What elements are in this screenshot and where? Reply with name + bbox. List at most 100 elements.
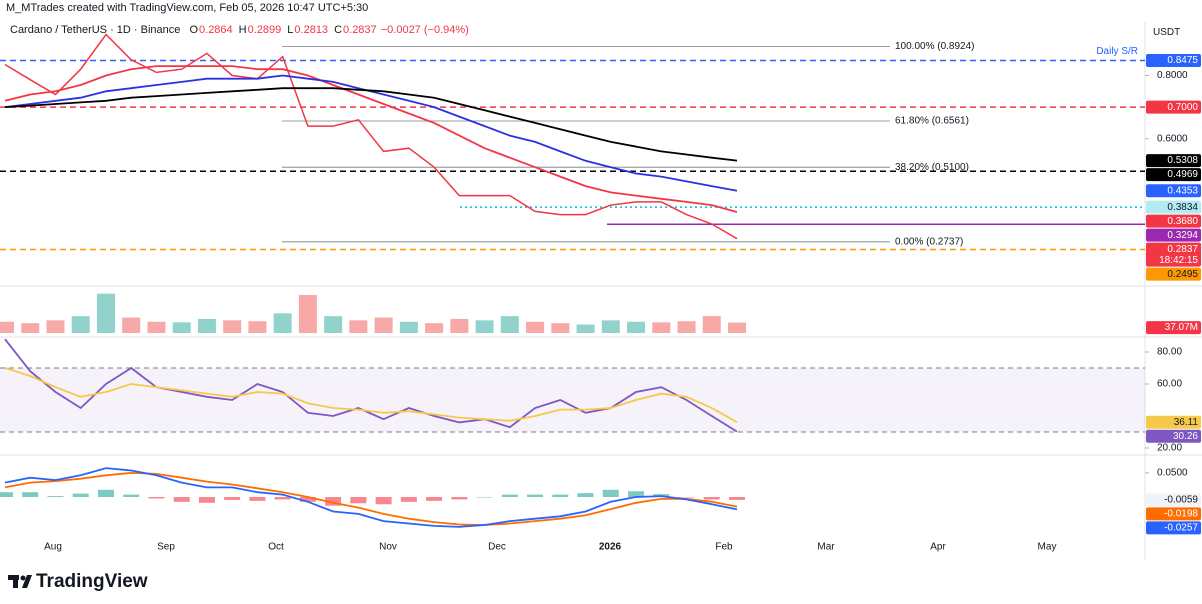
histogram-bar: [703, 497, 720, 500]
volume-bar: [728, 322, 746, 333]
histogram-bar: [678, 497, 695, 498]
last-value-badge-bg: [1146, 493, 1201, 507]
volume-bar: [526, 321, 545, 333]
volume-bar: [475, 320, 494, 333]
last-value-badge-bg: [1146, 521, 1201, 535]
price-badge-bg: [1146, 154, 1201, 168]
change: −0.0027 (−0.94%): [380, 24, 469, 36]
price-badge-bg: [1146, 214, 1201, 228]
last-value-badge-bg: [1146, 415, 1201, 429]
fib-label: 38.20% (0.5100): [895, 162, 969, 173]
histogram-bar: [451, 497, 468, 500]
price-badge: 0.4969: [1167, 169, 1198, 180]
fib-label: 0.00% (0.2737): [895, 236, 963, 247]
price-badge: 0.7000: [1167, 102, 1198, 113]
x-tick-label: Nov: [379, 542, 397, 553]
histogram-bar: [299, 497, 316, 502]
x-tick-label: Apr: [930, 542, 946, 553]
series-line: [4, 33, 738, 240]
histogram-bar: [552, 494, 569, 498]
price-badge: 0.5308: [1167, 155, 1198, 166]
logo: [8, 575, 32, 588]
volume-bar: [21, 323, 40, 333]
volume-bar: [551, 323, 570, 333]
price-badge-bg: [1146, 242, 1201, 267]
volume-bar: [500, 316, 519, 333]
series-line: [4, 65, 738, 213]
histogram-bar: [224, 497, 241, 500]
ohlc-value: 0.2899: [247, 24, 282, 36]
volume-bar: [702, 316, 721, 333]
histogram-bar: [527, 494, 544, 498]
price-badge-bg: [1146, 200, 1201, 214]
brand: TradingView: [36, 571, 148, 592]
histogram-bar: [400, 497, 417, 502]
last-value-badge: -0.0257: [1164, 523, 1198, 534]
volume-badge: 37.07M: [1165, 322, 1198, 333]
volume-bar: [46, 320, 65, 333]
y-tick-label: 0.0500: [1157, 468, 1188, 479]
ohlc-value: 0.2864: [199, 24, 233, 36]
volume-bar: [71, 316, 90, 333]
fib-label: 61.80% (0.6561): [895, 116, 969, 127]
histogram-bar: [97, 489, 114, 498]
histogram-bar: [325, 497, 342, 506]
volume-bar: [450, 318, 469, 333]
histogram-bar: [0, 492, 13, 498]
price-badge-countdown: 18:42:15: [1159, 255, 1198, 266]
series-line: [4, 471, 738, 526]
volume-bar: [627, 321, 646, 333]
histogram-bar: [729, 497, 745, 500]
volume-bar: [601, 320, 620, 333]
fib-label: 100.00% (0.8924): [895, 41, 975, 52]
volume-bar: [349, 320, 368, 333]
ohlc-key: L: [287, 24, 294, 36]
last-value-badge: -0.0198: [1164, 509, 1198, 520]
histogram-bar: [173, 497, 190, 502]
x-tick-label: Dec: [488, 542, 506, 553]
series-line: [4, 467, 738, 528]
x-tick-label: Aug: [44, 542, 62, 553]
credit: M_MTrades created with TradingView.com, …: [6, 2, 369, 14]
price-badge-bg: [1146, 100, 1201, 114]
currency: USDT: [1153, 27, 1181, 38]
histogram-bar: [375, 497, 392, 505]
y-tick-label: 80.00: [1157, 347, 1182, 358]
price-badge: 0.2837: [1167, 244, 1198, 255]
price-badge: 0.3834: [1167, 202, 1198, 213]
volume-bar: [172, 322, 191, 333]
annotation: Daily S/R: [1096, 46, 1138, 57]
x-tick-label: Sep: [157, 542, 175, 553]
ohlc-value: 0.2813: [294, 24, 329, 36]
ohlc-key: O: [189, 24, 199, 36]
volume-bar: [273, 313, 292, 333]
histogram-bar: [501, 494, 518, 498]
x-tick-label: Feb: [715, 542, 733, 553]
histogram-bar: [72, 493, 89, 498]
volume-bar: [324, 316, 343, 333]
histogram-bar: [602, 489, 619, 498]
histogram-bar: [274, 497, 291, 500]
ohlc: O0.2864 H0.2899 L0.2813 C0.2837: [183, 24, 376, 36]
last-value-badge-bg: [1146, 507, 1201, 521]
volume-badge-bg: [1146, 321, 1201, 335]
last-value-badge: 30.26: [1173, 431, 1198, 442]
price-badge: 0.2495: [1167, 269, 1198, 280]
histogram-bar: [47, 496, 64, 498]
price-badge-bg: [1146, 184, 1201, 198]
histogram-bar: [628, 491, 645, 498]
volume-bar: [197, 318, 216, 333]
ohlc-key: C: [334, 24, 343, 36]
volume-bar: [399, 321, 418, 333]
histogram-bar: [22, 492, 39, 498]
price-badge: 0.8475: [1167, 55, 1198, 66]
volume-bar: [96, 293, 115, 333]
y-tick-label: 20.00: [1157, 443, 1182, 454]
volume-bar: [677, 321, 696, 333]
y-tick-label: 0.8000: [1157, 70, 1188, 81]
series-line: [4, 338, 738, 433]
last-value-badge: -0.0059: [1164, 495, 1198, 506]
histogram-bar: [426, 497, 443, 501]
ohlc-value: 0.2837: [343, 24, 377, 36]
